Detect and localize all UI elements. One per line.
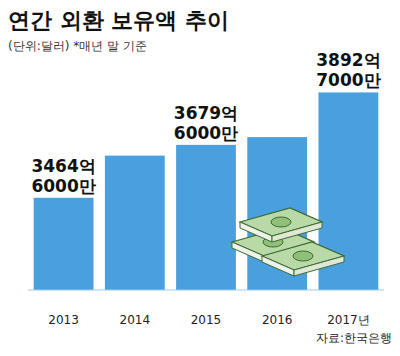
category-label: 2017년 bbox=[327, 313, 370, 327]
category-label: 2013 bbox=[48, 313, 79, 327]
baseline bbox=[28, 290, 384, 291]
bar bbox=[176, 145, 236, 290]
bar bbox=[34, 198, 94, 290]
data-label: 3892억7000만 bbox=[316, 50, 380, 90]
category-label: 2016 bbox=[262, 313, 293, 327]
bar bbox=[105, 156, 165, 290]
data-label: 3464억6000만 bbox=[31, 156, 95, 196]
money-icon bbox=[232, 208, 344, 276]
category-label: 2015 bbox=[191, 313, 222, 327]
category-label: 2014 bbox=[120, 313, 151, 327]
subtitle: (단위:달러) *매년 말 기준 bbox=[8, 39, 147, 53]
source: 자료:한국은행 bbox=[316, 331, 392, 345]
title: 연간 외환 보유액 추이 bbox=[8, 8, 229, 33]
data-label: 3679억6000만 bbox=[174, 103, 238, 143]
